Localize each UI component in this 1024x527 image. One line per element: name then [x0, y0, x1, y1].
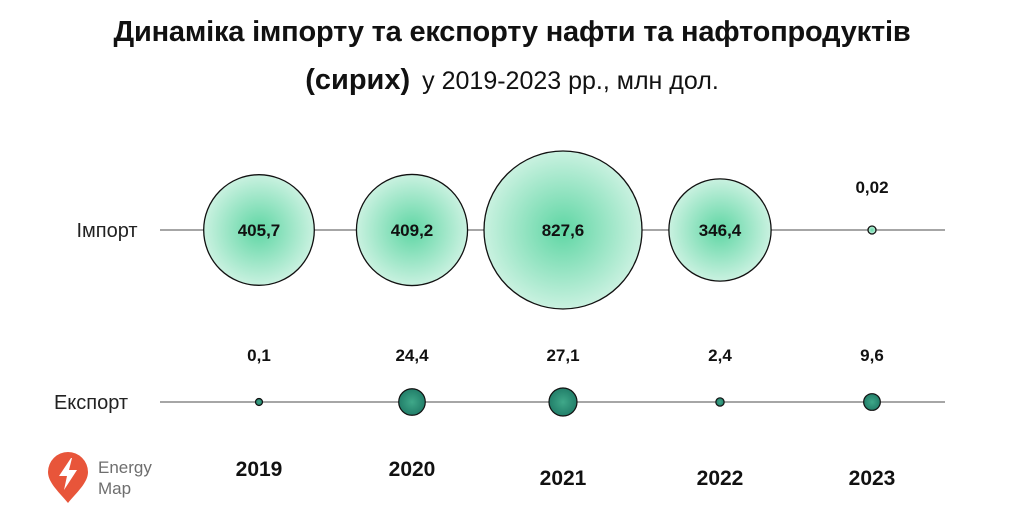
- year-label-2019: 2019: [236, 458, 283, 481]
- year-label-2023: 2023: [849, 467, 896, 490]
- export-bubble-2022: [715, 397, 725, 407]
- import-bubble-2021: [483, 150, 643, 310]
- export-value-label-2021: 27,1: [546, 346, 579, 365]
- export-bubble-2020: [398, 388, 426, 416]
- export-value-label-2022: 2,4: [708, 346, 732, 365]
- import-value-label-2021: 827,6: [542, 221, 585, 240]
- export-bubble-2019: [254, 397, 264, 407]
- import-value-label-2022: 346,4: [699, 221, 742, 240]
- import-bubble-2020: [355, 173, 469, 287]
- row-label-0: Імпорт: [76, 220, 137, 242]
- import-value-label-2020: 409,2: [391, 221, 434, 240]
- import-bubble-2022: [668, 178, 772, 282]
- import-value-label-2023: 0,02: [855, 178, 888, 197]
- export-value-label-2019: 0,1: [247, 346, 271, 365]
- row-label-1: Експорт: [54, 392, 128, 414]
- import-value-label-2019: 405,7: [238, 221, 281, 240]
- year-label-2022: 2022: [697, 467, 744, 490]
- logo-text-line2: Map: [98, 479, 132, 498]
- export-value-label-2023: 9,6: [860, 346, 884, 365]
- energy-map-logo: Energy Map: [46, 452, 152, 504]
- year-label-2020: 2020: [389, 458, 436, 481]
- subtitle-normal: у 2019-2023 рр., млн дол.: [422, 67, 719, 95]
- subtitle-bold: (сирих): [305, 64, 411, 96]
- year-label-2021: 2021: [540, 467, 587, 490]
- chart-title: Динаміка імпорту та експорту нафти та на…: [113, 16, 911, 48]
- logo-text-line1: Energy: [98, 458, 152, 477]
- lightning-pin-icon: [48, 452, 88, 503]
- export-bubble-2021: [548, 387, 578, 417]
- import-bubble-2023: [867, 225, 877, 235]
- export-value-label-2020: 24,4: [395, 346, 429, 365]
- import-bubble-2019: [203, 174, 315, 286]
- chart-subtitle: (сирих) у 2019-2023 рр., млн дол.: [0, 64, 1024, 97]
- logo-text: Energy Map: [98, 457, 152, 499]
- export-bubble-2023: [863, 393, 881, 411]
